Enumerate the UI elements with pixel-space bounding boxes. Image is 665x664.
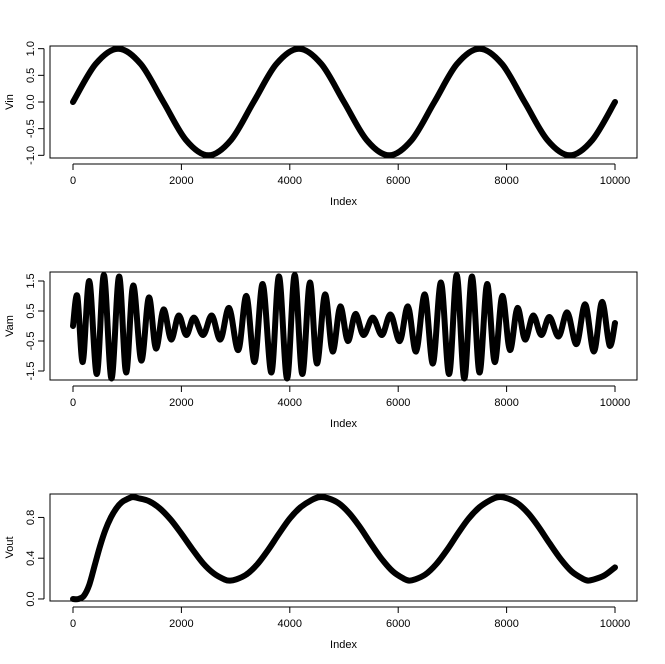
y-axis-label: Vout [4,536,16,558]
x-tick-label: 8000 [494,397,518,409]
x-tick-label: 6000 [386,618,410,630]
y-tick-label: -0.5 [25,119,37,138]
x-tick-label: 6000 [386,175,410,187]
x-tick-label: 6000 [386,397,410,409]
plot-frame [49,493,638,602]
x-tick-label: 8000 [494,175,518,187]
x-tick-label: 4000 [278,175,302,187]
y-tick-label: 0.0 [25,591,37,606]
y-tick-label: 0.5 [25,68,37,83]
y-tick-label: 0.4 [25,551,37,566]
x-axis-label: Index [330,639,357,651]
chart-panel-2: 0 2000 4000 6000 8000 10000 0.0 0.4 0.8 Index Vout [4,493,638,651]
y-tick-label: 0.8 [25,510,37,525]
series-line-vin [70,45,618,159]
x-tick-label: 4000 [278,618,302,630]
chart-panel-0: 0 2000 4000 6000 8000 10000 -1.0 -0.5 0.0 0.5 1.0 I… [4,41,638,208]
x-tick-label: 8000 [494,618,518,630]
x-tick-label: 2000 [169,175,193,187]
chart-panel-1: 0 2000 4000 6000 8000 10000 -1.5 -0.5 0.5 1.5 Inde… [4,271,638,430]
x-axis-label: Index [330,196,357,208]
x-tick-label: 10000 [600,175,631,187]
y-tick-label: -1.5 [25,362,37,381]
plot-frame [49,271,638,381]
y-tick-label: 1.0 [25,41,37,56]
y-axis-label: Vin [4,94,16,110]
x-tick-label: 10000 [600,618,631,630]
x-tick-label: 0 [70,397,76,409]
x-tick-label: 4000 [278,397,302,409]
x-axis-label: Index [330,418,357,430]
x-tick-label: 10000 [600,397,631,409]
x-tick-label: 0 [70,618,76,630]
plot-frame [49,45,638,159]
series-line-vout [70,493,618,603]
x-tick-label: 0 [70,175,76,187]
y-tick-label: 0.0 [25,94,37,109]
y-tick-label: -0.5 [25,332,37,351]
y-tick-label: -1.0 [25,146,37,165]
series-line-vam [70,271,618,382]
y-tick-label: 1.5 [25,273,37,288]
y-axis-label: Vam [4,315,16,337]
x-tick-label: 2000 [169,397,193,409]
x-tick-label: 2000 [169,618,193,630]
y-tick-label: 0.5 [25,303,37,318]
